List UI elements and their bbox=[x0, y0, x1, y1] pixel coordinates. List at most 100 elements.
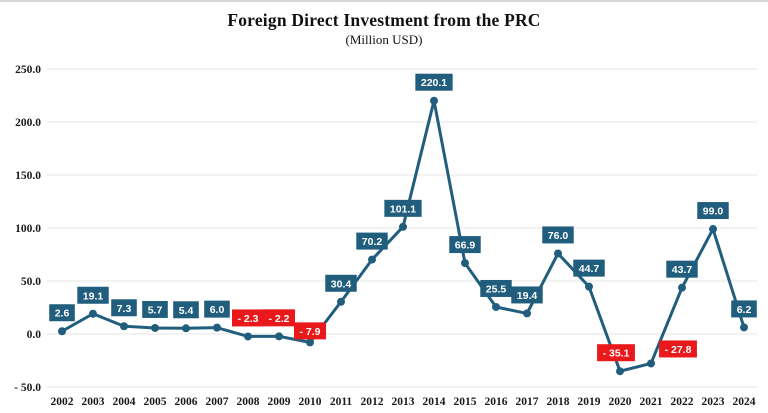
data-label-text: 66.9 bbox=[455, 240, 476, 252]
data-label-box bbox=[293, 322, 327, 340]
data-label-group: 70.2 bbox=[356, 232, 388, 250]
data-label-box bbox=[204, 300, 230, 318]
x-axis-tick-label: 2003 bbox=[82, 396, 105, 408]
data-label-text: 6.2 bbox=[737, 304, 752, 316]
data-label-group: 220.1 bbox=[415, 73, 453, 91]
data-point-marker bbox=[430, 96, 438, 105]
x-axis-tick-label: 2016 bbox=[485, 396, 508, 408]
data-label-group: 25.5 bbox=[480, 279, 512, 297]
data-label-box bbox=[262, 309, 296, 327]
data-label-box bbox=[325, 274, 357, 292]
data-label-text: 99.0 bbox=[703, 206, 724, 218]
x-axis-tick-label: 2023 bbox=[702, 396, 725, 408]
data-label-box bbox=[77, 286, 109, 304]
y-axis-tick-label: 200.0 bbox=[15, 117, 41, 129]
y-axis-tick-label: 0.0 bbox=[27, 329, 42, 341]
data-label-box bbox=[480, 279, 512, 297]
data-label-text: 5.7 bbox=[148, 304, 163, 316]
data-point-marker bbox=[58, 327, 66, 336]
y-axis-tick-label: - 50.0 bbox=[14, 382, 41, 394]
x-axis-tick-label: 2021 bbox=[640, 396, 663, 408]
x-axis-tick-label: 2002 bbox=[51, 396, 74, 408]
x-axis-tick-label: 2008 bbox=[237, 396, 260, 408]
x-axis-tick-label: 2012 bbox=[361, 396, 384, 408]
data-point-marker bbox=[492, 302, 500, 311]
x-axis-tick-label: 2022 bbox=[671, 396, 694, 408]
data-point-marker bbox=[585, 282, 593, 291]
data-label-box bbox=[573, 259, 605, 277]
data-point-marker bbox=[678, 283, 686, 292]
chart-subtitle: (Million USD) bbox=[345, 32, 423, 47]
x-axis-tick-label: 2005 bbox=[144, 396, 167, 408]
data-point-marker bbox=[709, 225, 717, 234]
data-point-marker bbox=[368, 255, 376, 264]
data-point-marker bbox=[554, 249, 562, 258]
y-axis-tick-label: 50.0 bbox=[21, 276, 41, 288]
data-label-box bbox=[731, 300, 757, 318]
data-point-marker bbox=[616, 367, 624, 376]
data-label-group: 101.1 bbox=[384, 199, 422, 217]
chart-title: Foreign Direct Investment from the PRC bbox=[227, 10, 541, 30]
data-label-group: - 27.8 bbox=[659, 340, 697, 358]
data-label-text: 30.4 bbox=[331, 278, 352, 290]
data-label-group: - 2.3 bbox=[231, 309, 265, 327]
data-point-marker bbox=[337, 297, 345, 306]
data-label-box bbox=[384, 199, 422, 217]
data-label-text: 220.1 bbox=[421, 77, 447, 89]
data-label-group: 19.4 bbox=[511, 286, 543, 304]
data-label-text: - 27.8 bbox=[665, 344, 692, 356]
data-label-text: 6.0 bbox=[210, 304, 225, 316]
data-label-text: 19.1 bbox=[83, 290, 104, 302]
x-axis-tick-label: 2017 bbox=[516, 396, 539, 408]
data-label-text: 76.0 bbox=[548, 230, 569, 242]
data-label-box bbox=[173, 301, 199, 319]
y-axis-tick-label: 250.0 bbox=[15, 64, 41, 76]
data-point-marker bbox=[275, 332, 283, 341]
data-label-group: 99.0 bbox=[697, 202, 729, 220]
data-point-marker bbox=[740, 323, 748, 332]
x-axis-tick-label: 2011 bbox=[330, 396, 353, 408]
data-label-box bbox=[597, 344, 635, 362]
data-point-marker bbox=[120, 322, 128, 331]
data-label-text: - 2.2 bbox=[268, 313, 289, 325]
data-label-text: 19.4 bbox=[517, 290, 538, 302]
data-point-marker bbox=[151, 323, 159, 332]
data-label-group: 6.0 bbox=[204, 300, 230, 318]
trend-line bbox=[60, 99, 746, 373]
y-axis-tick-label: 100.0 bbox=[15, 223, 41, 235]
x-axis-tick-label: 2007 bbox=[206, 396, 229, 408]
data-label-group: 30.4 bbox=[325, 274, 357, 292]
data-label-group: 7.3 bbox=[111, 299, 137, 317]
y-axis-tick-label: 150.0 bbox=[15, 170, 41, 182]
data-label-box bbox=[697, 202, 729, 220]
x-axis-tick-label: 2024 bbox=[733, 396, 756, 408]
data-label-box bbox=[415, 73, 453, 91]
data-label-group: 6.2 bbox=[731, 300, 757, 318]
data-label-group: 43.7 bbox=[666, 260, 698, 278]
data-label-text: 25.5 bbox=[486, 283, 507, 295]
data-label-box bbox=[511, 286, 543, 304]
data-point-marker bbox=[461, 259, 469, 268]
data-label-text: 70.2 bbox=[362, 236, 383, 248]
x-axis-tick-label: 2018 bbox=[547, 396, 570, 408]
data-point-marker bbox=[182, 324, 190, 333]
data-label-text: 7.3 bbox=[117, 303, 132, 315]
data-label-group: 5.4 bbox=[173, 301, 199, 319]
x-axis-tick-label: 2010 bbox=[299, 396, 322, 408]
data-label-box bbox=[449, 236, 481, 254]
data-label-box bbox=[231, 309, 265, 327]
data-point-marker bbox=[89, 309, 97, 318]
data-label-box bbox=[659, 340, 697, 358]
data-point-marker bbox=[306, 338, 314, 347]
data-label-text: 101.1 bbox=[390, 203, 416, 215]
data-point-marker bbox=[523, 309, 531, 318]
data-label-group: 66.9 bbox=[449, 236, 481, 254]
data-label-group: 2.6 bbox=[49, 304, 75, 322]
x-axis-tick-label: 2015 bbox=[454, 396, 477, 408]
data-label-group: - 7.9 bbox=[293, 322, 327, 340]
data-label-text: - 7.9 bbox=[299, 326, 320, 338]
x-axis-tick-label: 2006 bbox=[175, 396, 198, 408]
data-label-text: 5.4 bbox=[179, 305, 194, 317]
